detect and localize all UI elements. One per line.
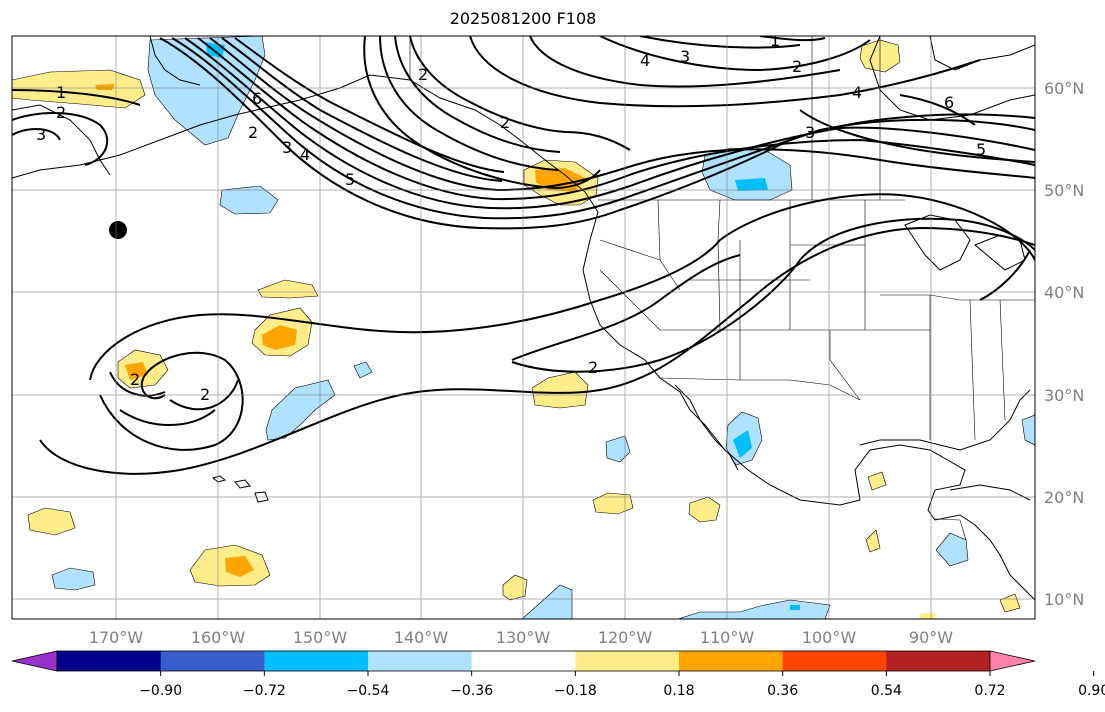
lat-label: 50°N: [1044, 181, 1084, 200]
contour-label: 2: [588, 358, 598, 377]
lon-label: 120°W: [598, 628, 653, 647]
contour-label: 4: [852, 83, 862, 102]
colorbar-swatch: [679, 651, 784, 671]
map-title: 2025081200 F108: [449, 9, 597, 28]
lat-label: 40°N: [1044, 283, 1084, 302]
contour-label: 4: [300, 145, 310, 164]
contour-label: 3: [680, 47, 690, 66]
colorbar-swatch: [160, 651, 265, 671]
height-contours: [12, 36, 1035, 475]
lon-label: 130°W: [496, 628, 551, 647]
lon-label: 160°W: [191, 628, 246, 647]
contour-label: 2: [56, 103, 66, 122]
lon-label: 90°W: [909, 628, 953, 647]
lat-label: 60°N: [1044, 79, 1084, 98]
lon-label: 100°W: [802, 628, 857, 647]
plot-frame: [11, 35, 1036, 620]
colorbar-swatch: [471, 651, 576, 671]
colorbar-tick-label: 0.36: [767, 683, 798, 699]
contour-label: 3: [805, 123, 815, 142]
contour-label: 2: [418, 65, 428, 84]
contour-labels: 1 2 3 2 3 4 5 6 2 2 2 1 2 3 4 3 4 5 6 2 …: [36, 31, 986, 404]
lon-label: 170°W: [89, 628, 144, 647]
colorbar-swatch: [264, 651, 369, 671]
contour-label: 1: [770, 31, 780, 50]
colorbar-extend-min: [11, 650, 58, 672]
lon-label: 140°W: [394, 628, 449, 647]
lat-label: 20°N: [1044, 488, 1084, 507]
colorbar-swatch: [886, 651, 991, 671]
colorbar-tick-label: −0.18: [554, 683, 597, 699]
contour-label: 5: [976, 140, 986, 159]
colorbar-swatch: [368, 651, 473, 671]
contour-label: 3: [36, 125, 46, 144]
latitude-labels: 60°N 50°N 40°N 30°N 20°N 10°N: [1044, 79, 1084, 609]
contour-label: 2: [792, 57, 802, 76]
colorbar-swatch: [575, 651, 680, 671]
contour-label: 2: [500, 113, 510, 132]
contour-label: 2: [130, 370, 140, 389]
political-borders: [409, 36, 1035, 541]
contour-label: 4: [640, 51, 650, 70]
colorbar-tick-label: 0.72: [974, 683, 1005, 699]
colorbar-tick-label: 0.90: [1078, 683, 1105, 699]
colorbar-tick-label: −0.36: [450, 683, 493, 699]
lat-label: 30°N: [1044, 386, 1084, 405]
colorbar: −0.90 −0.72 −0.54 −0.36 −0.18 0.18 0.36 0.54 0.7…: [11, 650, 1105, 699]
contour-label: 6: [252, 89, 262, 108]
anomaly-shading: [12, 36, 1035, 619]
graticule: [12, 36, 1035, 619]
colorbar-swatch: [782, 651, 887, 671]
lat-label: 10°N: [1044, 590, 1084, 609]
colorbar-extend-max: [989, 650, 1036, 672]
contour-label: 1: [56, 83, 66, 102]
colorbar-swatch: [57, 651, 162, 671]
longitude-labels: 170°W 160°W 150°W 140°W 130°W 120°W 110°…: [89, 628, 953, 647]
contour-label: 3: [282, 138, 292, 157]
coastlines: [12, 36, 1035, 601]
contour-label: 5: [345, 170, 355, 189]
colorbar-tick-label: 0.18: [663, 683, 694, 699]
colorbar-tick-label: −0.72: [243, 683, 286, 699]
contour-label: 2: [248, 123, 258, 142]
lon-label: 150°W: [293, 628, 348, 647]
colorbar-tick-label: −0.54: [347, 683, 390, 699]
colorbar-tick-label: 0.54: [871, 683, 902, 699]
station-marker: [109, 221, 127, 239]
colorbar-tick-label: −0.90: [139, 683, 182, 699]
lon-label: 110°W: [700, 628, 755, 647]
contour-label: 6: [944, 93, 954, 112]
